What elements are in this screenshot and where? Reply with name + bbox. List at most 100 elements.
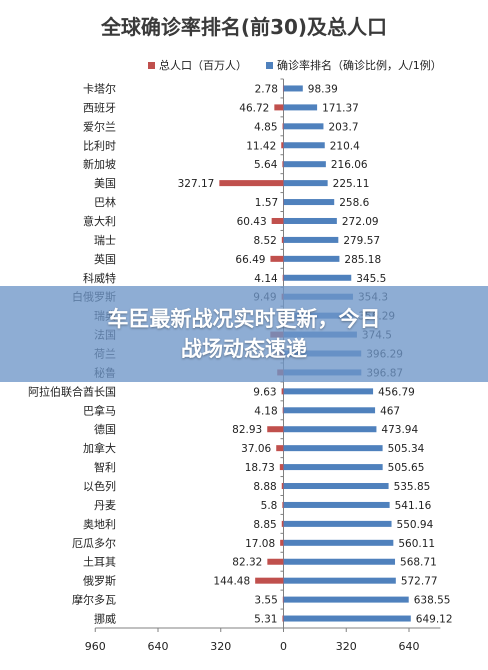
ratio-label: 216.06 — [331, 159, 368, 171]
category-label: 卡塔尔 — [83, 82, 116, 95]
category-label: 巴林 — [94, 195, 116, 209]
ratio-label: 505.65 — [388, 462, 425, 474]
ratio-bar — [283, 615, 411, 622]
category-label: 丹麦 — [94, 499, 116, 512]
population-label: 8.52 — [253, 235, 276, 247]
category-label: 科威特 — [83, 271, 116, 285]
ratio-bar — [283, 483, 389, 490]
x-tick-label: 640 — [399, 640, 420, 653]
chart-title: 全球确诊率排名(前30)及总人口 — [100, 15, 387, 39]
population-label: 4.85 — [254, 121, 277, 133]
population-bar — [282, 615, 284, 622]
category-label: 加拿大 — [83, 441, 116, 455]
category-label: 瑞士 — [94, 233, 116, 247]
population-bar — [279, 464, 284, 471]
category-label: 意大利 — [83, 214, 116, 228]
ratio-label: 649.12 — [416, 614, 453, 626]
population-bar — [276, 445, 284, 452]
population-label: 82.32 — [232, 557, 262, 569]
category-label: 智利 — [94, 460, 116, 474]
population-bar — [282, 501, 284, 508]
ratio-label: 550.94 — [397, 519, 434, 531]
ratio-bar — [283, 274, 352, 281]
legend-label: 确诊率排名（确诊比例，人/1例） — [277, 58, 442, 72]
category-label: 比利时 — [83, 139, 116, 152]
ratio-bar — [283, 501, 390, 508]
population-label: 11.42 — [246, 140, 276, 152]
category-label: 厄瓜多尔 — [72, 536, 116, 550]
population-label: 9.63 — [253, 386, 276, 398]
ratio-label: 638.55 — [414, 595, 451, 607]
ratio-bar — [283, 123, 324, 130]
ratio-label: 171.37 — [322, 102, 359, 114]
headline-banner[interactable]: 车臣最新战况实时更新，今日 战场动态速递 — [0, 286, 488, 382]
category-label: 美国 — [94, 177, 116, 190]
ratio-bar — [283, 445, 383, 452]
population-label: 2.78 — [255, 83, 278, 95]
x-tick-label: 320 — [336, 640, 357, 653]
ratio-label: 272.09 — [342, 216, 379, 228]
ratio-label: 285.18 — [344, 254, 381, 266]
population-bar — [271, 217, 284, 224]
population-label: 144.48 — [213, 576, 250, 588]
x-tick-label: 640 — [148, 640, 169, 653]
population-bar — [282, 85, 284, 92]
ratio-label: 225.11 — [333, 178, 370, 190]
population-bar — [281, 483, 284, 490]
ratio-bar — [283, 199, 335, 206]
ratio-label: 505.34 — [388, 443, 425, 455]
headline-line-1: 车臣最新战况实时更新，今日 — [107, 307, 381, 331]
ratio-label: 98.39 — [308, 83, 338, 95]
category-label: 摩尔多瓦 — [72, 593, 116, 607]
population-bar — [282, 596, 284, 603]
legend: 总人口（百万人） 确诊率排名（确诊比例，人/1例） — [148, 58, 442, 72]
ratio-label: 560.11 — [398, 538, 435, 550]
ratio-label: 258.6 — [339, 197, 369, 209]
population-bar — [274, 104, 284, 111]
ratio-bar — [283, 161, 326, 168]
population-bar — [255, 577, 284, 584]
ratio-bar — [283, 520, 392, 527]
population-label: 8.85 — [253, 519, 276, 531]
category-label: 爱尔兰 — [83, 120, 116, 133]
population-label: 3.55 — [254, 595, 277, 607]
ratio-bar — [283, 577, 396, 584]
population-bar — [281, 388, 284, 395]
category-label: 挪威 — [94, 612, 116, 626]
ratio-label: 203.7 — [328, 121, 358, 133]
ratio-bar — [283, 85, 303, 92]
ratio-label: 279.57 — [343, 235, 380, 247]
category-label: 俄罗斯 — [83, 575, 116, 588]
ratio-bar — [283, 596, 409, 603]
ratio-bar — [283, 426, 377, 433]
ratio-label: 572.77 — [401, 576, 438, 588]
category-label: 阿拉伯联合酋长国 — [28, 384, 116, 398]
ratio-bar — [283, 217, 337, 224]
population-bar — [267, 426, 284, 433]
category-label: 新加坡 — [83, 157, 116, 171]
population-bar — [219, 180, 284, 187]
ratio-label: 568.71 — [400, 557, 437, 569]
population-bar — [281, 142, 284, 149]
population-bar — [267, 558, 284, 565]
ratio-bar — [283, 464, 383, 471]
ratio-bar — [283, 388, 374, 395]
population-label: 82.93 — [232, 424, 262, 436]
ratio-label: 535.85 — [394, 481, 431, 493]
population-label: 18.73 — [245, 462, 275, 474]
population-label: 5.8 — [261, 500, 278, 512]
category-label: 英国 — [94, 252, 116, 266]
legend-label: 总人口（百万人） — [159, 58, 247, 72]
category-label: 德国 — [94, 422, 116, 436]
ratio-bar — [283, 104, 318, 111]
population-label: 46.72 — [239, 102, 269, 114]
headline-line-2: 战场动态速递 — [181, 337, 307, 361]
population-bar — [282, 161, 284, 168]
population-label: 8.88 — [253, 481, 276, 493]
category-label: 奥地利 — [83, 517, 116, 531]
legend-swatch — [266, 62, 273, 69]
ratio-bar — [283, 539, 394, 546]
x-tick-label: 0 — [280, 640, 287, 653]
ratio-bar — [283, 180, 328, 187]
